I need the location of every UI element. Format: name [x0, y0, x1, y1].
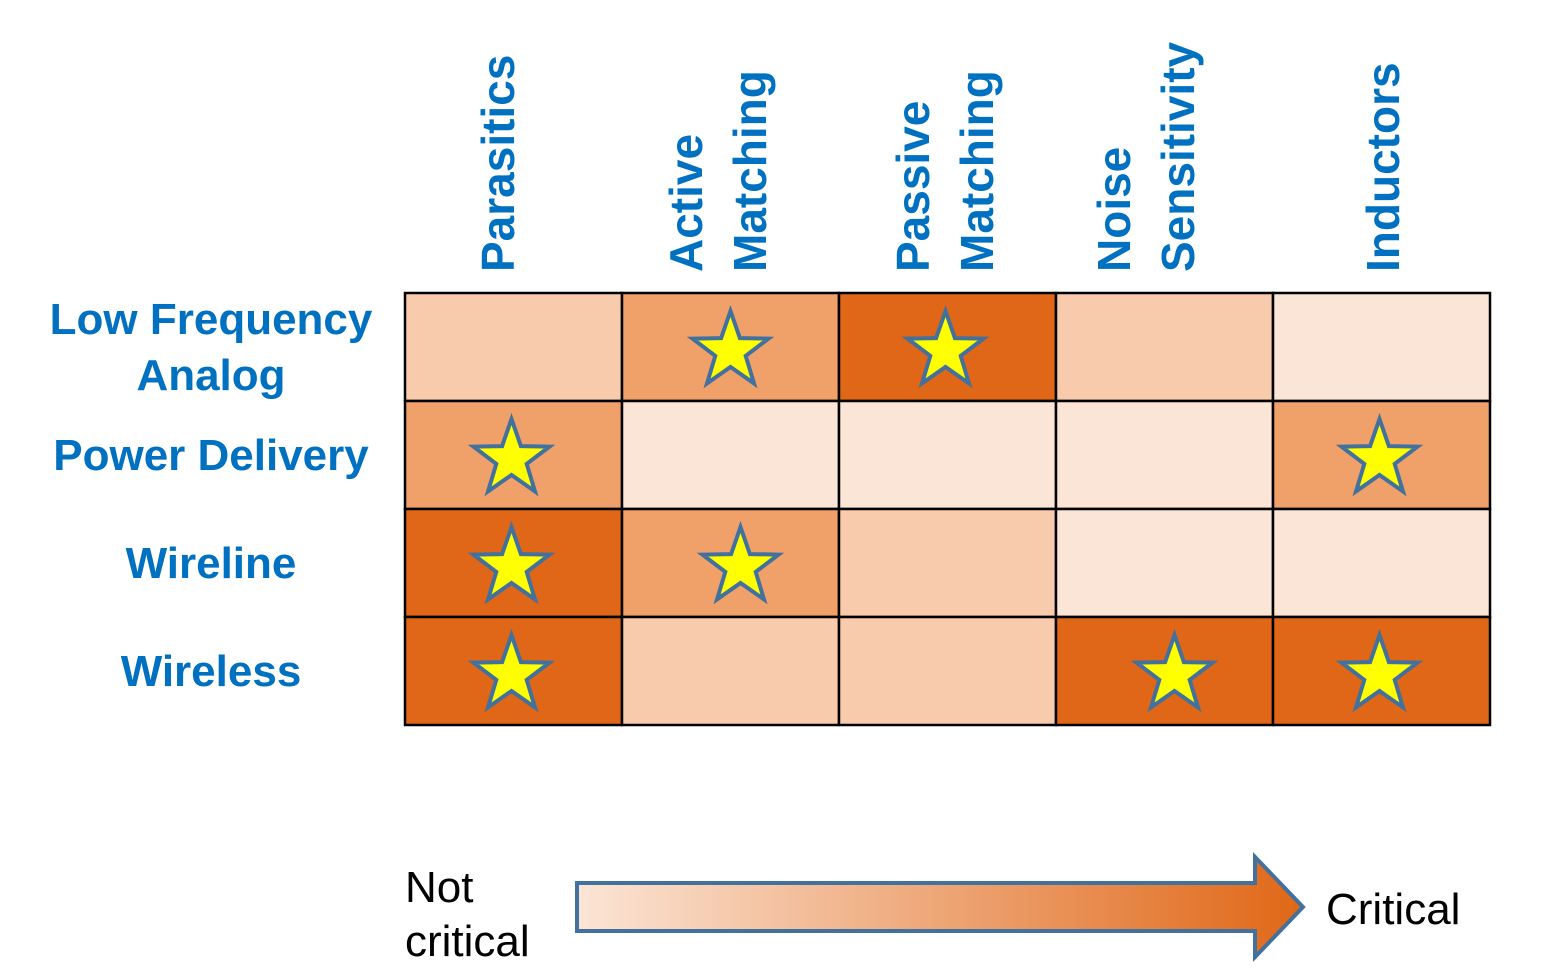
column-label: Passive	[887, 101, 939, 272]
critical-stars	[467, 304, 1424, 713]
row-labels: Low Frequency Analog Power Delivery Wirelin…	[50, 295, 373, 696]
star-icon	[467, 520, 556, 605]
star-icon	[1335, 628, 1424, 713]
star-icon	[1130, 628, 1219, 713]
column-label: Parasitics	[472, 55, 524, 272]
legend-gradient-arrow	[575, 852, 1306, 962]
star-icon	[696, 520, 785, 605]
column-label: Inductors	[1357, 62, 1409, 272]
column-label: Active	[660, 134, 712, 272]
heatmap-cell-4-3	[837, 615, 1058, 727]
legend-high-label: Critical	[1326, 885, 1460, 934]
heatmap-cell-2-4	[1054, 399, 1275, 511]
heatmap-cell-1-1	[403, 291, 624, 403]
row-label: Wireless	[121, 647, 302, 696]
legend-low-label: Not critical	[405, 863, 530, 966]
column-label: Noise	[1088, 147, 1140, 272]
column-labels: Parasitics Active Matching Passive Matching N…	[472, 41, 1409, 272]
heatmap-cell-2-3	[837, 399, 1058, 511]
star-icon	[467, 628, 556, 713]
column-label: Matching	[951, 70, 1003, 272]
column-label: Sensitivity	[1152, 41, 1204, 272]
row-label: Power Delivery	[53, 431, 369, 480]
star-icon	[901, 304, 990, 389]
column-label: Matching	[724, 70, 776, 272]
heatmap-cell-3-4	[1054, 507, 1275, 619]
criticality-legend: Not critical Critical	[405, 852, 1460, 966]
row-label: Wireline	[126, 539, 297, 588]
heatmap-cell-3-5	[1271, 507, 1492, 619]
heatmap-cell-1-5	[1271, 291, 1492, 403]
heatmap-cell-2-2	[620, 399, 841, 511]
star-icon	[1335, 412, 1424, 497]
star-icon	[467, 412, 556, 497]
heatmap-cell-3-3	[837, 507, 1058, 619]
star-icon	[686, 304, 775, 389]
heatmap-cell-4-2	[620, 615, 841, 727]
row-label: Low Frequency	[50, 295, 373, 344]
row-label: Analog	[136, 351, 285, 400]
heatmap-cell-1-4	[1054, 291, 1275, 403]
